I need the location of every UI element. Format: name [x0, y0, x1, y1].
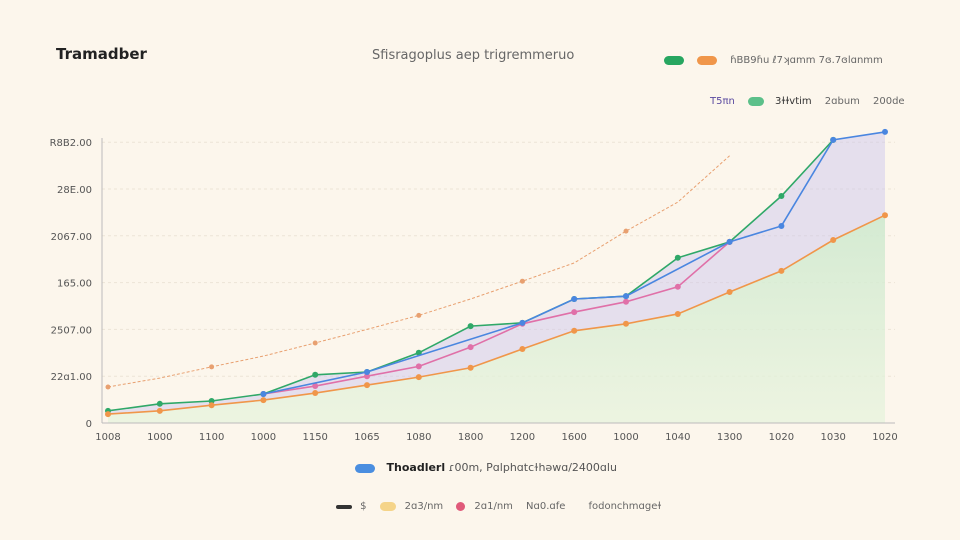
- x-tick-label: 1000: [147, 432, 172, 443]
- x-tick-label: 1150: [302, 432, 327, 443]
- x-tick-label: 1030: [820, 432, 845, 443]
- data-point-pink: [312, 383, 319, 390]
- y-tick-label: 22ɑ1.00: [51, 372, 92, 383]
- data-point-orange: [260, 397, 267, 404]
- data-point-orange: [415, 374, 422, 381]
- legend-top-secondary: T5πn 3ɫɫvtim 2ɑbum 200de: [710, 91, 913, 110]
- data-point-orange: [623, 320, 629, 327]
- legend-bottom: Thoadlerl ɾ00m, Pɑlphɑtcɫhəwɑ/2400ɑlu: [355, 461, 617, 474]
- data-point-blue: [778, 222, 785, 229]
- y-tick-label: 0: [86, 419, 92, 430]
- data-point-orange: [830, 237, 837, 244]
- legend-top: ɦBB9ɦu ℓ7ʞɑmm 7ɞ.7ɞlɑnmm: [664, 50, 891, 69]
- x-tick-label: 1000: [613, 432, 638, 443]
- data-point-orange: [726, 288, 733, 295]
- legend-label: $: [360, 501, 367, 512]
- legend-swatch: [379, 502, 396, 511]
- series-line-orange: [107, 214, 886, 415]
- legend-label: 2ɑbum: [824, 96, 860, 107]
- x-tick-label: 1600: [561, 432, 586, 443]
- data-point-pink: [623, 298, 629, 305]
- legend-label: 2ɑ1/nm: [474, 501, 513, 512]
- data-point-orange: [312, 390, 319, 397]
- x-tick-label: 1800: [458, 432, 483, 443]
- data-point-pink: [467, 344, 474, 351]
- x-tick-label: 1080: [406, 432, 431, 443]
- legend-swatch-blue: [355, 463, 375, 473]
- data-point-blue: [882, 128, 888, 135]
- x-tick-label: 1200: [510, 432, 535, 443]
- data-point-green: [467, 323, 474, 330]
- data-point-pink: [571, 309, 578, 316]
- data-point-blue: [364, 368, 370, 375]
- x-tick-label: 1000: [251, 432, 276, 443]
- x-tick-label: 1020: [872, 432, 897, 443]
- legend-label: ɦBB9ɦu ℓ7ʞɑmm 7ɞ.7ɞlɑnmm: [730, 55, 883, 66]
- chart-title: Tramadber: [56, 45, 147, 63]
- data-point-green: [156, 400, 163, 407]
- legend-bottom-secondary: $ 2ɑ3/nm 2ɑ1/nm Nɑ0.ɑfe fodonchmɑgeɫ: [336, 496, 669, 515]
- data-point-dashed: [416, 312, 422, 318]
- y-tick-label: 165.00: [57, 279, 92, 290]
- x-tick-label: 1100: [199, 432, 224, 443]
- data-point-blue: [726, 238, 733, 245]
- legend-label: T5πn: [710, 96, 735, 107]
- data-point-orange: [778, 267, 785, 274]
- data-point-orange: [882, 212, 888, 219]
- data-point-orange: [519, 346, 526, 353]
- y-tick-label: 2067.00: [51, 232, 92, 243]
- legend-label: Thoadlerl: [386, 461, 446, 474]
- data-point-dashed: [209, 364, 215, 370]
- data-point-dashed: [105, 384, 111, 390]
- data-point-blue: [623, 293, 629, 300]
- data-point-blue: [830, 136, 837, 143]
- data-point-orange: [156, 407, 163, 414]
- data-point-blue: [571, 295, 578, 302]
- x-tick-label: 1020: [769, 432, 794, 443]
- data-point-orange: [208, 402, 215, 409]
- series-line-pink: [263, 241, 731, 395]
- data-point-green: [208, 398, 215, 405]
- area-base: [108, 215, 885, 423]
- data-point-orange: [571, 327, 578, 334]
- data-point-orange: [467, 364, 474, 371]
- y-tick-label: 2507.00: [51, 325, 92, 336]
- data-point-orange: [364, 382, 370, 389]
- legend-swatch-orange: [697, 56, 718, 65]
- y-tick-label: 28E.00: [57, 185, 92, 196]
- data-point-pink: [674, 283, 681, 290]
- legend-label: fodonchmɑgeɫ: [588, 501, 662, 512]
- data-point-dashed: [623, 228, 629, 234]
- x-tick-label: 1008: [95, 432, 120, 443]
- legend-swatch: [336, 504, 352, 509]
- data-point-orange: [105, 411, 111, 418]
- x-tick-label: 1040: [665, 432, 690, 443]
- x-tick-label: 1300: [717, 432, 742, 443]
- legend-swatch: [747, 97, 764, 106]
- legend-label: 200de: [873, 96, 905, 107]
- x-tick-label: 1065: [354, 432, 379, 443]
- legend-detail: ɾ00m, Pɑlphɑtcɫhəwɑ/2400ɑlu: [448, 461, 617, 474]
- data-point-dashed: [519, 278, 525, 284]
- y-tick-label: R8B2.00: [50, 138, 92, 149]
- data-point-green: [778, 193, 785, 200]
- legend-label: 2ɑ3/nm: [404, 501, 444, 512]
- data-point-blue: [519, 319, 526, 326]
- data-point-orange: [674, 310, 681, 317]
- legend-label: 3ɫɫvtim: [775, 96, 812, 107]
- data-point-blue: [260, 390, 267, 397]
- legend-swatch: [456, 502, 466, 511]
- data-point-pink: [364, 373, 370, 380]
- data-point-pink: [415, 363, 422, 370]
- legend-label: Nɑ0.ɑfe: [526, 501, 566, 512]
- data-point-dashed: [312, 340, 318, 346]
- data-point-green: [312, 371, 319, 378]
- chart-subtitle: Sfisragoplus aep trigremmeruo: [372, 48, 575, 63]
- data-point-green: [674, 254, 681, 261]
- legend-swatch-green: [664, 56, 684, 65]
